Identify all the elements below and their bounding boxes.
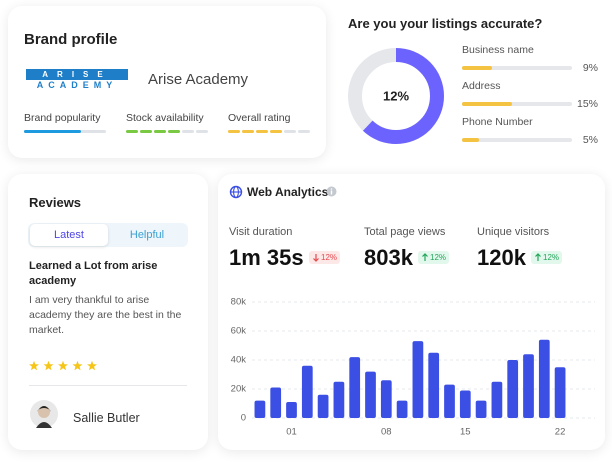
bar xyxy=(301,365,313,418)
metric-track xyxy=(284,130,296,133)
bar xyxy=(286,402,297,418)
bar xyxy=(459,390,471,418)
bar xyxy=(554,367,566,418)
listing-label: Phone Number xyxy=(462,116,533,128)
reviews-title: Reviews xyxy=(29,195,82,210)
tabs: Latest Helpful xyxy=(28,223,188,247)
star xyxy=(72,360,83,371)
stat-change: 12% xyxy=(418,251,450,264)
stat-value: 1m 35s xyxy=(229,245,304,270)
stat-change: 12% xyxy=(531,251,563,264)
chart: 0 20k 40k 60k 80k 01 08 15 22 xyxy=(231,297,595,438)
stat-label: Total page views xyxy=(364,226,446,238)
stat-label: Visit duration xyxy=(229,226,293,238)
donut-label: 12% xyxy=(383,88,409,103)
metric-track xyxy=(298,130,310,133)
metric-segment xyxy=(242,130,254,133)
listing-value: 15% xyxy=(576,98,598,110)
tab[interactable]: Helpful xyxy=(129,229,165,241)
listing-track xyxy=(462,66,572,70)
bar xyxy=(428,352,440,418)
y-tick-label: 20k xyxy=(231,384,247,395)
listing-bar xyxy=(462,66,492,70)
review-heading: Learned a Lot from arise academy xyxy=(29,260,158,287)
metric-bar xyxy=(24,130,82,133)
x-tick-label: 22 xyxy=(555,427,566,438)
logo-top: ARISE xyxy=(42,70,112,79)
y-tick-label: 60k xyxy=(231,326,247,337)
bar xyxy=(396,400,408,418)
x-tick-label: 08 xyxy=(381,427,392,438)
bar xyxy=(475,400,487,418)
listing-bar xyxy=(462,102,512,106)
stat-change: 12% xyxy=(309,251,341,264)
listing-track xyxy=(462,138,572,142)
bar xyxy=(491,381,503,418)
metric-label: Brand popularity xyxy=(24,112,101,124)
globe-icon xyxy=(229,185,243,199)
author: Sallie Butler xyxy=(73,411,140,425)
star xyxy=(29,360,39,371)
metric-segment xyxy=(168,130,180,133)
metric-track xyxy=(196,130,208,133)
bar xyxy=(507,360,519,418)
brand-name: Arise Academy xyxy=(148,71,249,88)
stars xyxy=(29,360,97,371)
metric-segment xyxy=(126,130,138,133)
metric-segment xyxy=(228,130,240,133)
bar xyxy=(444,384,455,418)
bar xyxy=(523,354,534,418)
stat-value: 120k xyxy=(477,245,526,270)
metric-label: Stock availability xyxy=(126,112,204,124)
bar xyxy=(349,357,361,418)
review-body: I am very thankful to arise academy they… xyxy=(29,294,182,336)
bar xyxy=(538,339,550,418)
change-arrow xyxy=(535,253,541,261)
metric-label: Overall rating xyxy=(228,112,291,124)
metric-segment xyxy=(154,130,166,133)
listing-value: 5% xyxy=(582,134,598,146)
brand-title: Brand profile xyxy=(24,31,118,48)
divider xyxy=(29,385,187,386)
listing-track xyxy=(462,102,572,106)
metric-track xyxy=(182,130,194,133)
x-tick-label: 15 xyxy=(460,427,471,438)
listing-label: Address xyxy=(462,80,501,92)
metric-segment xyxy=(270,130,282,133)
stat-label: Unique visitors xyxy=(477,226,550,238)
listing-label: Business name xyxy=(462,44,534,56)
bar xyxy=(254,400,266,418)
logo-band: ARISE xyxy=(26,69,128,80)
star xyxy=(43,360,54,371)
logo-bottom: ACADEMY xyxy=(36,80,118,90)
bar xyxy=(380,380,392,418)
change-arrow xyxy=(422,253,428,261)
info-icon xyxy=(326,186,337,197)
bar xyxy=(365,371,376,418)
bar xyxy=(270,387,282,418)
avatar xyxy=(30,400,58,428)
y-tick-label: 40k xyxy=(231,355,247,366)
listing-bar xyxy=(462,138,479,142)
listings-title: Are you your listings accurate? xyxy=(348,16,543,31)
donut-arc xyxy=(348,48,444,144)
metric-segment xyxy=(140,130,152,133)
change-arrow xyxy=(313,254,319,262)
bar xyxy=(317,394,329,418)
star xyxy=(87,360,97,371)
metric-segment xyxy=(256,130,268,133)
x-tick-label: 01 xyxy=(286,427,297,438)
y-tick-label: 0 xyxy=(241,413,246,424)
star xyxy=(58,360,68,371)
analytics-title: Web Analytics xyxy=(247,185,329,199)
bar xyxy=(412,341,424,418)
donut: 12% xyxy=(348,48,444,144)
listing-value: 9% xyxy=(582,62,598,74)
y-tick-label: 80k xyxy=(231,297,247,308)
tab[interactable]: Latest xyxy=(30,224,108,246)
bar xyxy=(333,381,345,418)
stat-value: 803k xyxy=(364,245,413,270)
